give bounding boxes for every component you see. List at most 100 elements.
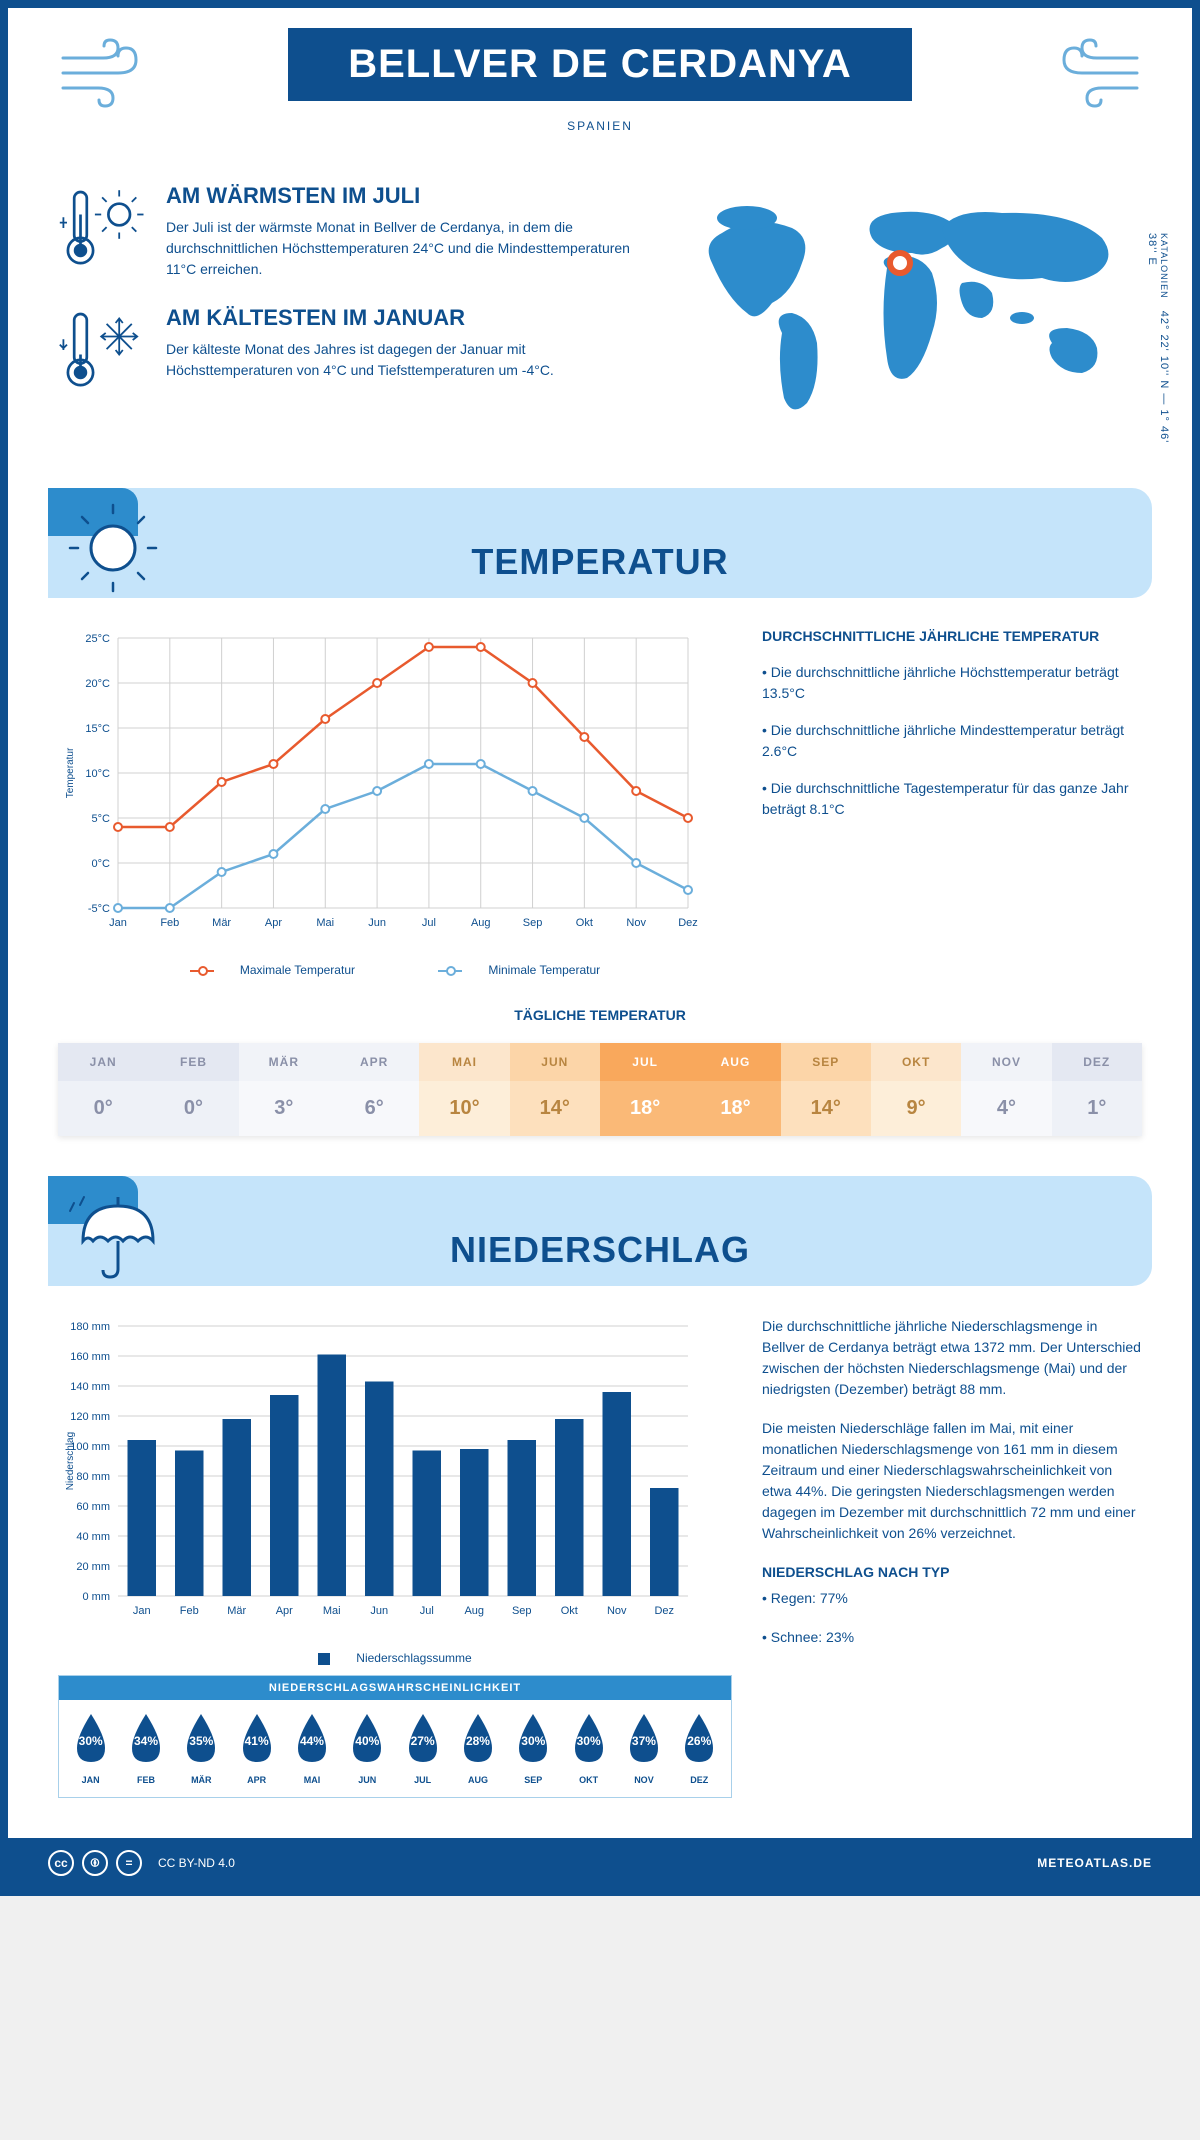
temp-cell: NOV 4° xyxy=(961,1043,1051,1136)
svg-text:10°C: 10°C xyxy=(85,768,110,780)
world-map xyxy=(672,183,1142,443)
svg-text:Aug: Aug xyxy=(471,917,491,929)
temp-cell: MAI 10° xyxy=(419,1043,509,1136)
svg-text:40 mm: 40 mm xyxy=(76,1531,110,1543)
by-icon: 🅯 xyxy=(82,1850,108,1876)
svg-text:120 mm: 120 mm xyxy=(70,1411,110,1423)
svg-text:Feb: Feb xyxy=(160,917,179,929)
temperature-line-chart: -5°C 0°C 5°C 10°C 15°C 20°C 25°C Jan Feb Mär Apr Ma… xyxy=(58,628,708,948)
prob-cell: 41% APR xyxy=(231,1712,282,1785)
temp-cell: OKT 9° xyxy=(871,1043,961,1136)
svg-text:Okt: Okt xyxy=(576,917,593,929)
precip-chart-wrap: 0 mm20 mm40 mm60 mm80 mm100 mm120 mm140 … xyxy=(58,1316,732,1828)
facts-column: AM WÄRMSTEN IM JULI Der Juli ist der wär… xyxy=(58,183,642,448)
sun-icon xyxy=(68,503,158,598)
prob-cell: 27% JUL xyxy=(397,1712,448,1785)
svg-text:60 mm: 60 mm xyxy=(76,1501,110,1513)
warmest-text: Der Juli ist der wärmste Monat in Bellve… xyxy=(166,217,642,280)
svg-text:140 mm: 140 mm xyxy=(70,1381,110,1393)
precip-legend: Niederschlagssumme xyxy=(58,1651,732,1665)
warmest-fact: AM WÄRMSTEN IM JULI Der Juli ist der wär… xyxy=(58,183,642,280)
precip-summary: Die durchschnittliche jährliche Niedersc… xyxy=(762,1316,1142,1828)
prob-cell: 26% DEZ xyxy=(674,1712,725,1785)
svg-text:20°C: 20°C xyxy=(85,678,110,690)
temp-banner: TEMPERATUR xyxy=(48,488,1152,598)
svg-text:Jul: Jul xyxy=(420,1605,434,1617)
temp-cell: JAN 0° xyxy=(58,1043,148,1136)
svg-text:Niederschlag: Niederschlag xyxy=(65,1432,76,1490)
svg-text:Jan: Jan xyxy=(109,917,127,929)
prob-cell: 34% FEB xyxy=(120,1712,171,1785)
svg-text:Sep: Sep xyxy=(512,1605,532,1617)
prob-cell: 28% AUG xyxy=(452,1712,503,1785)
warmest-title: AM WÄRMSTEN IM JULI xyxy=(166,183,642,209)
wind-icon xyxy=(1052,38,1142,122)
coldest-fact: AM KÄLTESTEN IM JANUAR Der kälteste Mona… xyxy=(58,305,642,400)
world-map-wrap: KATALONIEN 42° 22' 10'' N — 1° 46' 38'' … xyxy=(672,183,1142,448)
svg-text:Nov: Nov xyxy=(626,917,646,929)
svg-text:5°C: 5°C xyxy=(92,813,111,825)
svg-text:Sep: Sep xyxy=(523,917,543,929)
svg-text:Jun: Jun xyxy=(368,917,386,929)
umbrella-icon xyxy=(68,1191,158,1286)
svg-text:Nov: Nov xyxy=(607,1605,627,1617)
svg-text:Dez: Dez xyxy=(654,1605,674,1617)
svg-text:Aug: Aug xyxy=(464,1605,484,1617)
prob-cell: 44% MAI xyxy=(286,1712,337,1785)
prob-cell: 35% MÄR xyxy=(176,1712,227,1785)
svg-text:Jun: Jun xyxy=(370,1605,388,1617)
svg-text:20 mm: 20 mm xyxy=(76,1561,110,1573)
temp-cell: JUN 14° xyxy=(510,1043,600,1136)
temp-summary: DURCHSCHNITTLICHE JÄHRLICHE TEMPERATUR •… xyxy=(762,628,1142,977)
temp-chart-wrap: -5°C 0°C 5°C 10°C 15°C 20°C 25°C Jan Feb Mär Apr Ma… xyxy=(58,628,732,977)
svg-text:0°C: 0°C xyxy=(92,858,111,870)
prob-cell: 30% JAN xyxy=(65,1712,116,1785)
prob-cell: 30% SEP xyxy=(508,1712,559,1785)
location-marker xyxy=(890,253,910,273)
thermometer-sun-icon xyxy=(58,183,148,280)
temp-cell: SEP 14° xyxy=(781,1043,871,1136)
svg-text:Mai: Mai xyxy=(323,1605,341,1617)
page-title: BELLVER DE CERDANYA xyxy=(288,28,912,101)
prob-cell: 30% OKT xyxy=(563,1712,614,1785)
temp-cell: JUL 18° xyxy=(600,1043,690,1136)
coldest-title: AM KÄLTESTEN IM JANUAR xyxy=(166,305,642,331)
svg-text:Apr: Apr xyxy=(276,1605,293,1617)
svg-text:0 mm: 0 mm xyxy=(83,1591,111,1603)
svg-text:15°C: 15°C xyxy=(85,723,110,735)
svg-text:Mai: Mai xyxy=(316,917,334,929)
page-subtitle: SPANIEN xyxy=(48,119,1152,133)
svg-text:180 mm: 180 mm xyxy=(70,1321,110,1333)
svg-text:Apr: Apr xyxy=(265,917,282,929)
temp-cell: DEZ 1° xyxy=(1052,1043,1142,1136)
svg-text:Jul: Jul xyxy=(422,917,436,929)
temp-cell: FEB 0° xyxy=(148,1043,238,1136)
precip-probability-box: NIEDERSCHLAGSWAHRSCHEINLICHKEIT 30% JAN … xyxy=(58,1675,732,1798)
svg-text:80 mm: 80 mm xyxy=(76,1471,110,1483)
temp-legend: Maximale Temperatur Minimale Temperatur xyxy=(58,963,732,977)
svg-text:-5°C: -5°C xyxy=(88,903,110,915)
svg-text:160 mm: 160 mm xyxy=(70,1351,110,1363)
coldest-text: Der kälteste Monat des Jahres ist dagege… xyxy=(166,339,642,381)
footer: cc 🅯 = CC BY-ND 4.0 METEOATLAS.DE xyxy=(8,1838,1192,1888)
prob-cell: 40% JUN xyxy=(342,1712,393,1785)
svg-text:Feb: Feb xyxy=(180,1605,199,1617)
temp-cell: APR 6° xyxy=(329,1043,419,1136)
coordinates: KATALONIEN 42° 22' 10'' N — 1° 46' 38'' … xyxy=(1146,233,1170,448)
svg-text:25°C: 25°C xyxy=(85,633,110,645)
svg-text:Jan: Jan xyxy=(133,1605,151,1617)
wind-icon xyxy=(58,38,148,122)
precip-banner: NIEDERSCHLAG xyxy=(48,1176,1152,1286)
svg-text:Mär: Mär xyxy=(212,917,231,929)
svg-text:Dez: Dez xyxy=(678,917,698,929)
temp-title: TEMPERATUR xyxy=(471,541,728,583)
site-name: METEOATLAS.DE xyxy=(1037,1856,1152,1870)
daily-temp-table: JAN 0° FEB 0° MÄR 3° APR 6° MAI 10° JUN … xyxy=(58,1043,1142,1136)
precip-title: NIEDERSCHLAG xyxy=(450,1229,750,1271)
prob-cell: 37% NOV xyxy=(618,1712,669,1785)
temp-cell: AUG 18° xyxy=(690,1043,780,1136)
license-text: CC BY-ND 4.0 xyxy=(158,1856,235,1870)
svg-text:Okt: Okt xyxy=(561,1605,578,1617)
svg-text:Temperatur: Temperatur xyxy=(65,747,76,798)
cc-icon: cc xyxy=(48,1850,74,1876)
